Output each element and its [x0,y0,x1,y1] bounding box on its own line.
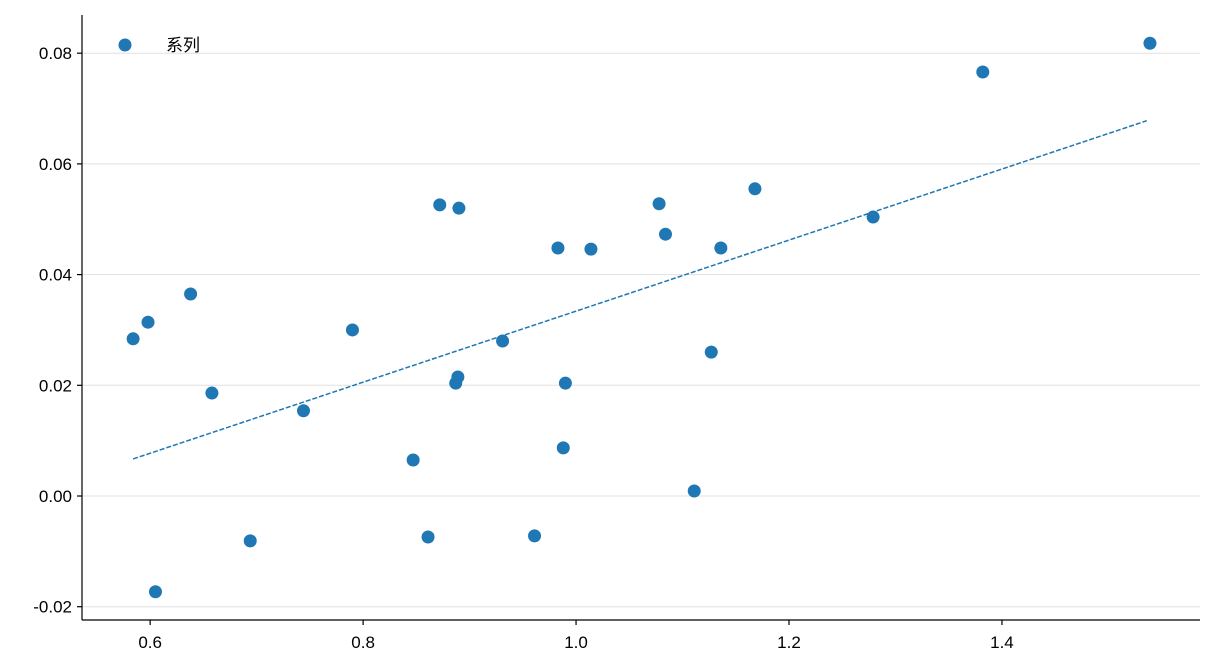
point [184,287,198,301]
point [296,404,310,418]
point [451,370,465,384]
y-tick-label: 0.04 [39,266,72,285]
point [558,376,572,390]
point [556,441,570,455]
point [126,332,140,346]
point [687,484,701,498]
point [345,323,359,337]
x-tick-label: 0.6 [138,633,162,652]
point [406,453,420,467]
point [976,65,990,79]
x-tick-label: 1.4 [990,633,1014,652]
legend-marker [118,38,132,52]
y-tick-label: 0.02 [39,376,72,395]
x-tick-label: 1.2 [777,633,801,652]
point [496,334,510,348]
point [584,242,598,256]
y-tick-label: 0.00 [39,487,72,506]
point [452,201,466,215]
point [421,530,435,544]
point [1143,36,1157,50]
legend-label: 系列 [166,36,200,55]
point [141,315,155,329]
x-tick-label: 0.8 [351,633,375,652]
point [205,386,219,400]
point [704,345,718,359]
trend-line [132,120,1147,460]
point [658,227,672,241]
point [433,198,447,212]
point [748,182,762,196]
y-tick-label: 0.06 [39,155,72,174]
point [528,529,542,543]
point [148,585,162,599]
y-tick-label: 0.08 [39,44,72,63]
point [551,241,565,255]
point [243,534,257,548]
point [714,241,728,255]
x-tick-label: 1.0 [564,633,588,652]
point [866,210,880,224]
y-tick-label: -0.02 [33,598,72,617]
point [652,197,666,211]
